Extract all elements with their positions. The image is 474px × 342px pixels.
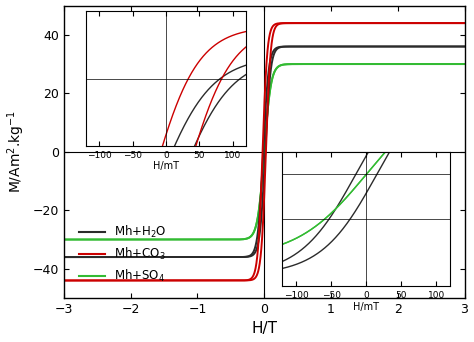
Legend: Mh+H$_2$O, Mh+CO$_3$, Mh+SO$_4$: Mh+H$_2$O, Mh+CO$_3$, Mh+SO$_4$ [74, 220, 171, 289]
Y-axis label: M/Am$^2$.kg$^{-1}$: M/Am$^2$.kg$^{-1}$ [6, 110, 27, 193]
X-axis label: H/T: H/T [251, 321, 277, 337]
